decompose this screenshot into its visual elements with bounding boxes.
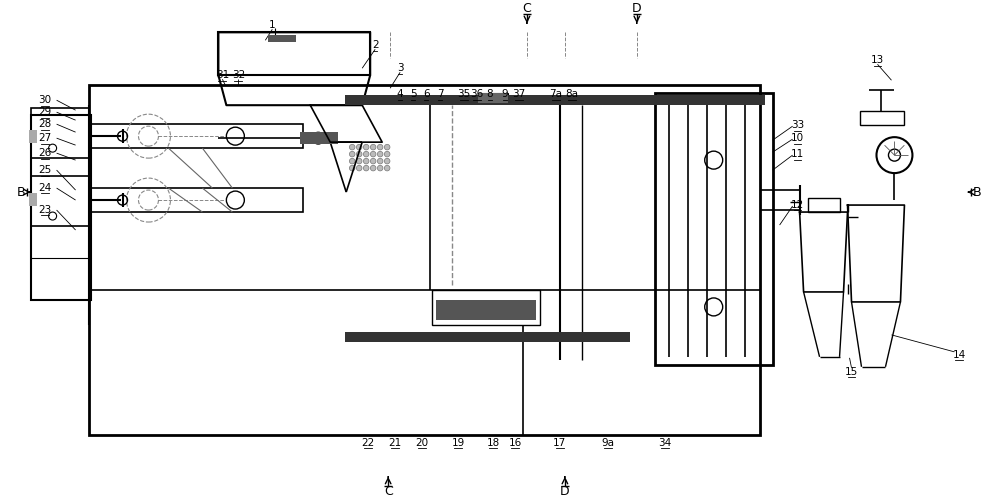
Circle shape — [363, 158, 369, 164]
Circle shape — [356, 144, 362, 150]
Bar — [31, 108, 89, 158]
Text: 23: 23 — [38, 205, 51, 215]
Bar — [432, 290, 540, 325]
Circle shape — [356, 158, 362, 164]
Bar — [268, 36, 296, 43]
Bar — [860, 111, 904, 125]
Circle shape — [377, 158, 383, 164]
Text: 17: 17 — [553, 438, 567, 448]
Text: 15: 15 — [845, 367, 858, 377]
Text: 32: 32 — [232, 70, 245, 80]
Text: 21: 21 — [389, 438, 402, 448]
Bar — [478, 93, 508, 103]
Circle shape — [356, 152, 362, 157]
Bar — [89, 85, 760, 434]
Bar — [29, 193, 37, 206]
Text: 4: 4 — [397, 89, 403, 99]
Circle shape — [384, 144, 390, 150]
Text: 19: 19 — [451, 438, 465, 448]
Text: C: C — [523, 2, 531, 15]
Text: D: D — [632, 2, 642, 15]
Text: C: C — [384, 485, 393, 498]
Text: 30: 30 — [38, 95, 51, 105]
Text: 36: 36 — [470, 89, 484, 99]
Circle shape — [356, 166, 362, 171]
Circle shape — [370, 166, 376, 171]
Text: 28: 28 — [38, 119, 51, 129]
Text: 1: 1 — [269, 20, 276, 30]
Text: B: B — [973, 186, 982, 198]
Polygon shape — [310, 105, 382, 142]
Bar — [345, 332, 585, 342]
Bar — [31, 176, 89, 226]
Text: 5: 5 — [410, 89, 416, 99]
Text: 34: 34 — [658, 438, 671, 448]
Text: 11: 11 — [791, 149, 804, 159]
Bar — [218, 32, 370, 75]
Bar — [436, 300, 536, 320]
Bar — [345, 95, 765, 105]
Text: 37: 37 — [512, 89, 526, 99]
Circle shape — [370, 144, 376, 150]
Bar — [478, 93, 508, 103]
Circle shape — [384, 166, 390, 171]
Circle shape — [363, 144, 369, 150]
Bar — [31, 115, 91, 300]
Bar — [89, 124, 303, 148]
Text: 13: 13 — [871, 56, 884, 66]
Circle shape — [384, 158, 390, 164]
Bar — [655, 93, 773, 365]
Text: 12: 12 — [791, 200, 804, 210]
Text: 7: 7 — [437, 89, 443, 99]
Circle shape — [349, 144, 355, 150]
Text: 25: 25 — [38, 165, 51, 175]
Circle shape — [349, 166, 355, 171]
Text: 29: 29 — [38, 107, 51, 117]
Text: 35: 35 — [457, 89, 471, 99]
Text: 6: 6 — [423, 89, 429, 99]
Text: 16: 16 — [508, 438, 522, 448]
Text: 10: 10 — [791, 133, 804, 143]
Text: B: B — [16, 186, 25, 198]
Circle shape — [363, 166, 369, 171]
Circle shape — [363, 152, 369, 157]
Text: 9: 9 — [502, 89, 508, 99]
Bar — [29, 130, 37, 143]
Text: 8a: 8a — [565, 89, 578, 99]
Text: 26: 26 — [38, 148, 51, 158]
Bar — [89, 188, 303, 212]
Text: 2: 2 — [372, 40, 378, 50]
Text: 33: 33 — [791, 120, 804, 130]
Text: 3: 3 — [397, 63, 403, 73]
Text: 27: 27 — [38, 133, 51, 143]
Circle shape — [370, 152, 376, 157]
Bar — [808, 198, 840, 212]
Circle shape — [349, 152, 355, 157]
Text: D: D — [560, 485, 570, 498]
Text: 18: 18 — [486, 438, 500, 448]
Bar — [500, 332, 630, 342]
Circle shape — [377, 144, 383, 150]
Text: 8: 8 — [487, 89, 493, 99]
Text: 7a: 7a — [549, 89, 562, 99]
Circle shape — [377, 152, 383, 157]
Circle shape — [384, 152, 390, 157]
Text: 24: 24 — [38, 183, 51, 193]
Circle shape — [370, 158, 376, 164]
Text: 31: 31 — [216, 70, 229, 80]
Circle shape — [377, 166, 383, 171]
Bar — [300, 132, 338, 144]
Text: 20: 20 — [416, 438, 429, 448]
Circle shape — [349, 158, 355, 164]
Text: 9a: 9a — [601, 438, 614, 448]
Text: 14: 14 — [953, 350, 966, 360]
Text: 22: 22 — [362, 438, 375, 448]
